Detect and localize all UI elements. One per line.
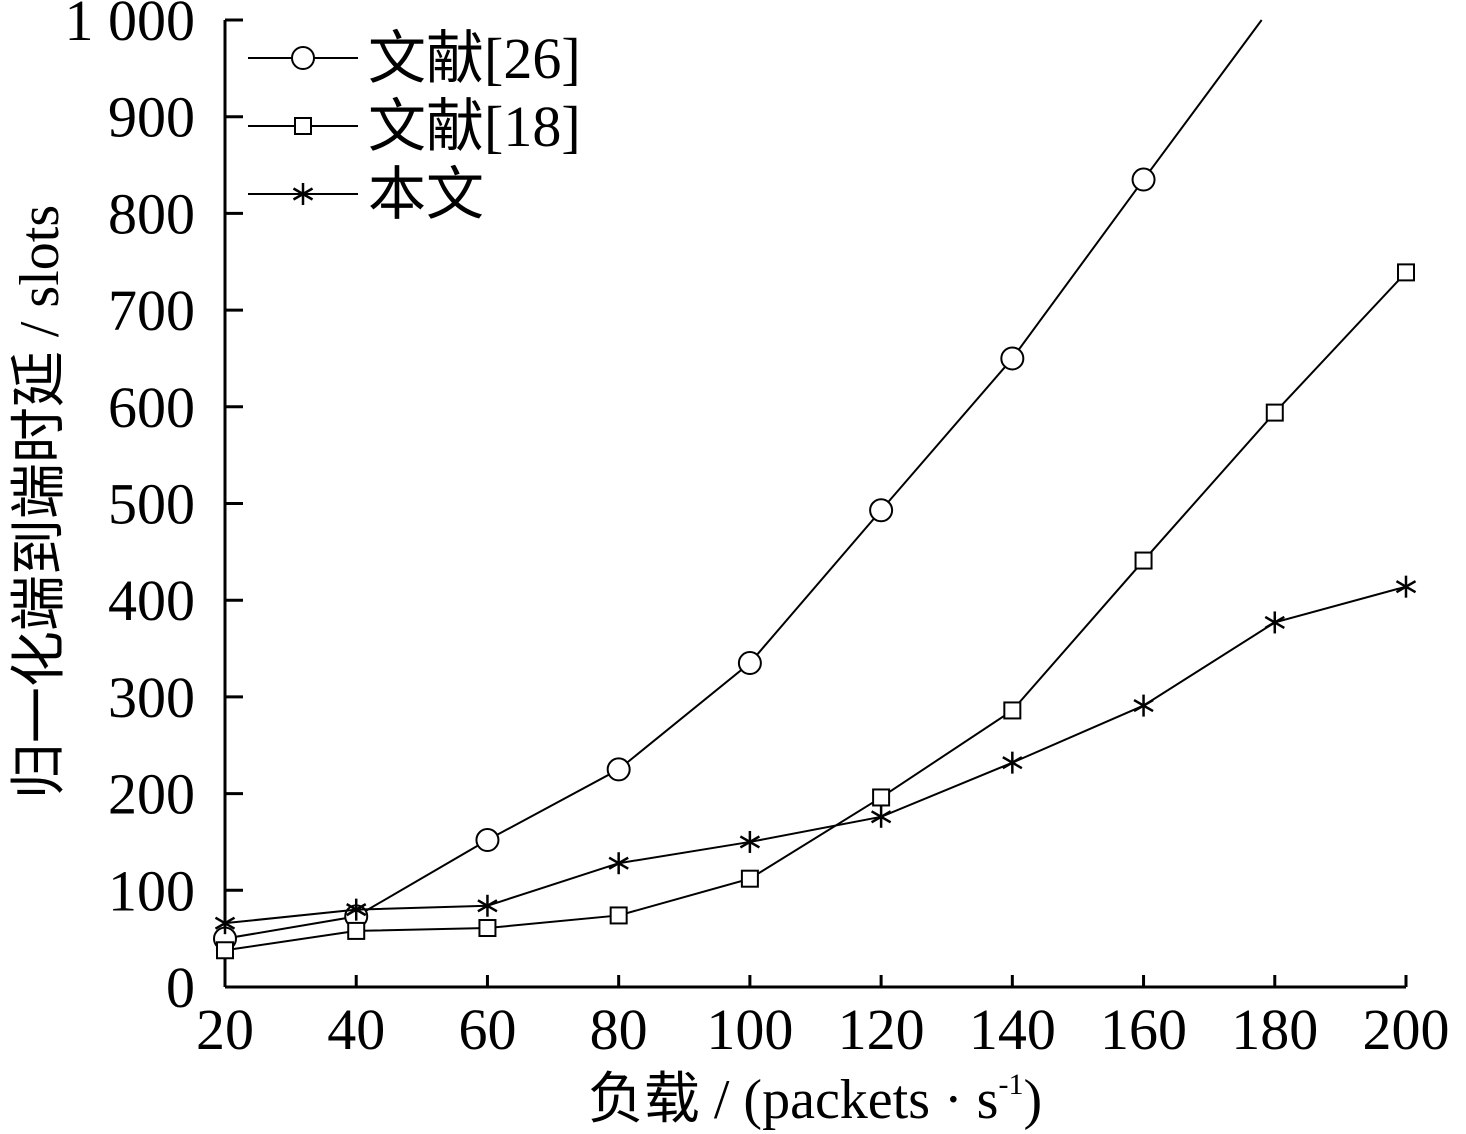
marker-asterisk	[1002, 751, 1023, 774]
legend-label: 本文	[368, 162, 484, 227]
x-ticks: 20 40 60 80 100 120 140 160 180 200	[196, 975, 1450, 1062]
x-tick-label: 180	[1231, 997, 1318, 1062]
y-tick-label: 700	[108, 278, 195, 343]
x-tick-label: 100	[706, 997, 793, 1062]
series-square	[216, 263, 1415, 960]
marker-square	[294, 117, 312, 135]
marker-circle	[1131, 167, 1156, 192]
x-tick-label: 200	[1363, 997, 1450, 1062]
marker-asterisk	[214, 912, 236, 935]
marker-square	[740, 869, 759, 888]
series-layer	[213, 19, 1417, 960]
x-axis-title: 负载 / (packets · s-1)	[588, 1068, 1042, 1131]
x-tick-label: 40	[327, 997, 385, 1062]
y-tick-label: 600	[108, 375, 195, 440]
series-asterisk	[214, 575, 1417, 935]
marker-square	[609, 906, 628, 925]
marker-circle	[869, 498, 894, 523]
legend-label: 文献[26]	[368, 26, 581, 91]
x-tick-label: 120	[838, 997, 925, 1062]
legend-label: 文献[18]	[368, 94, 581, 159]
y-tick-label: 500	[108, 472, 195, 537]
series-line	[224, 585, 1407, 925]
legend-item: 文献[26]	[248, 26, 581, 91]
series-circle	[213, 19, 1263, 951]
marker-circle	[606, 757, 631, 782]
x-axis-title-sup: -1	[998, 1068, 1023, 1101]
legend-item: 本文	[248, 162, 484, 227]
y-tick-label: 0	[166, 955, 195, 1020]
marker-circle	[1000, 346, 1025, 371]
marker-asterisk	[739, 830, 761, 853]
x-tick-label: 20	[196, 997, 254, 1062]
marker-asterisk	[1264, 611, 1285, 634]
y-tick-label: 900	[108, 85, 195, 150]
y-tick-label: 400	[108, 568, 195, 633]
x-tick-label: 60	[458, 997, 516, 1062]
marker-square	[216, 941, 234, 960]
marker-square	[1134, 551, 1153, 570]
marker-square	[347, 921, 366, 940]
legend: 文献[26]文献[18]本文	[248, 26, 581, 227]
x-axis-title-main: 负载 / (packets · s	[588, 1069, 999, 1131]
y-tick-label: 200	[108, 762, 195, 827]
marker-circle	[475, 828, 500, 853]
y-tick-label: 100	[108, 858, 195, 923]
marker-asterisk	[346, 898, 367, 921]
legend-item: 文献[18]	[248, 94, 581, 159]
marker-square	[1265, 403, 1284, 422]
marker-square	[1397, 263, 1415, 282]
marker-square	[872, 788, 891, 807]
series-line	[224, 271, 1407, 952]
marker-asterisk	[608, 852, 629, 875]
marker-circle	[291, 46, 315, 70]
marker-square	[1003, 701, 1022, 720]
y-tick-label: 300	[108, 665, 195, 730]
y-tick-label: 1 000	[65, 0, 196, 53]
y-tick-label: 800	[108, 181, 195, 246]
marker-circle	[737, 651, 762, 676]
marker-asterisk	[292, 183, 314, 205]
x-axis-title-end: )	[1023, 1069, 1042, 1131]
marker-asterisk	[477, 894, 498, 917]
x-tick-label: 80	[590, 997, 648, 1062]
marker-asterisk	[870, 805, 892, 828]
x-tick-label: 140	[969, 997, 1056, 1062]
marker-asterisk	[1395, 575, 1417, 598]
y-ticks: 0 100 200 300 400 500 600 700 800 900 1 000	[65, 0, 243, 1020]
marker-asterisk	[1133, 694, 1154, 717]
x-tick-label: 160	[1100, 997, 1187, 1062]
axes: 20 40 60 80 100 120 140 160 180 200 0 100 200 300 400…	[65, 0, 1450, 1062]
y-axis-title: 归一化端到端时延 / slots	[9, 205, 71, 799]
marker-square	[478, 919, 497, 938]
